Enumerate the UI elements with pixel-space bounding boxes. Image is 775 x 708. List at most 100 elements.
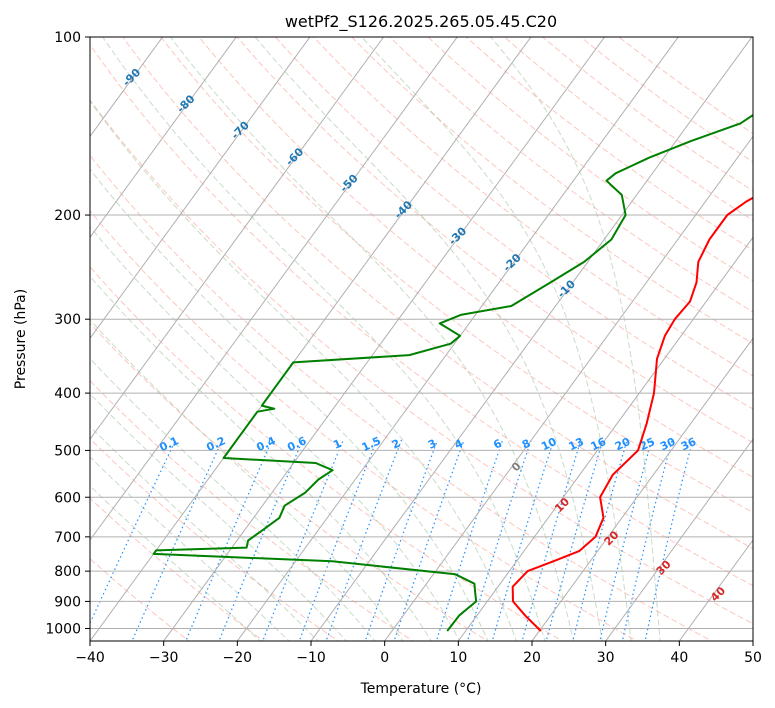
dry-adiabat: [236, 37, 753, 444]
moist-adiabat: [102, 37, 546, 641]
moist-adiabat: [90, 275, 433, 641]
isotherm-label: -30: [446, 224, 469, 247]
y-tick-label: 100: [54, 30, 81, 46]
dry-adiabat: [503, 37, 753, 221]
moist-adiabat: [90, 226, 461, 641]
dry-adiabat: [351, 37, 753, 345]
mixing-ratio-label: 30: [658, 435, 678, 453]
x-tick-label: −10: [296, 650, 326, 666]
isotherm-10: [457, 236, 753, 641]
isotherm-label: -80: [174, 92, 197, 115]
dry-adiabat: [90, 210, 639, 641]
moist-adiabat: [90, 456, 290, 641]
mixing-ratio-line: [393, 439, 465, 641]
x-tick-label: 10: [449, 650, 467, 666]
dry-adiabat: [90, 154, 713, 641]
isotherm-40: [678, 539, 753, 641]
moist-adiabat: [490, 37, 661, 641]
mixing-ratio-line: [90, 439, 177, 625]
y-tick-label: 900: [54, 594, 81, 610]
dry-adiabat: [312, 37, 753, 377]
isotherm--80: [90, 37, 237, 239]
y-axis: 1000 900 800 700 600 500 400 300 200 100: [45, 30, 90, 637]
y-tick-label: 600: [54, 490, 81, 506]
isotherm--10: [310, 37, 753, 641]
x-tick-label: 50: [744, 650, 762, 666]
x-tick-label: 30: [597, 650, 615, 666]
y-tick-label: 700: [54, 530, 81, 546]
isotherm-label: -60: [283, 145, 306, 168]
y-axis-title: Pressure (hPa): [13, 289, 29, 389]
x-tick-label: −40: [75, 650, 105, 666]
wetbulb-label: 30: [654, 558, 674, 578]
moist-adiabat: [361, 37, 632, 641]
mixing-ratio-label: 16: [589, 435, 609, 453]
moist-adiabat: [90, 425, 319, 641]
mixing-ratio-label: 0.1: [158, 434, 181, 454]
isotherm--70: [90, 37, 311, 340]
mixing-ratio-line: [298, 439, 378, 641]
dry-adiabat: [122, 37, 753, 550]
mixing-ratio-line: [364, 439, 439, 641]
plot-area: -100-90-80-70-60-50-40-30-20-10 0.1 0.2 0.…: [90, 37, 753, 641]
dry-adiabat: [198, 37, 753, 478]
dry-adiabat: [274, 37, 753, 410]
isotherm--60: [90, 37, 385, 441]
mixing-ratio-line: [466, 439, 532, 641]
mixing-ratio-label: 10: [539, 435, 559, 453]
mixing-ratio-line: [218, 439, 304, 641]
dry-adiabat: [541, 37, 753, 192]
isotherm--50: [90, 37, 458, 541]
plot-frame: [89, 36, 754, 642]
moist-adiabat: [90, 319, 404, 641]
dry-adiabat: [427, 37, 753, 282]
x-axis-title: Temperature (°C): [360, 681, 482, 697]
isotherm-label: -40: [392, 198, 415, 221]
temperature-profile: [511, 196, 753, 632]
mixing-ratio-line: [545, 439, 604, 641]
mixing-ratio-label: 6: [491, 437, 504, 452]
wetbulb-label: 20: [602, 528, 622, 548]
isotherm-30: [605, 438, 753, 641]
dry-adiabat: [90, 43, 753, 587]
mixing-ratio-label: 36: [679, 435, 699, 453]
x-tick-label: 40: [670, 650, 688, 666]
x-tick-label: −30: [149, 650, 179, 666]
mixing-ratio-line: [491, 439, 555, 641]
isotherm--90: [90, 37, 164, 138]
moist-adiabat: [90, 393, 347, 641]
y-tick-label: 1000: [45, 621, 81, 637]
isotherm-20: [531, 337, 753, 641]
mixing-ratio-label: 1.5: [360, 434, 383, 454]
mixing-ratio-label: 0.6: [285, 434, 308, 454]
isotherm-label: -90: [120, 66, 143, 89]
x-tick-label: 0: [380, 650, 389, 666]
dry-adiabat: [160, 37, 753, 514]
y-tick-label: 200: [54, 208, 81, 224]
dry-adiabat: [465, 37, 753, 251]
grid: [90, 37, 753, 641]
dry-adiabat: [90, 322, 489, 641]
isotherm-0: [384, 135, 753, 641]
dry-adiabat: [389, 37, 753, 313]
y-tick-label: 400: [54, 386, 81, 402]
series-lines: [152, 113, 753, 632]
isotherm-label: -20: [500, 251, 523, 274]
dry-adiabat: [90, 497, 265, 641]
mixing-ratio-label: 13: [567, 435, 586, 453]
mixing-ratio-line: [131, 439, 223, 641]
isotherm--20: [236, 37, 679, 641]
moist-adiabat: [170, 37, 575, 641]
wetbulb-label: 10: [552, 495, 572, 515]
moist-adiabat: [90, 485, 261, 641]
mixing-ratio-label: 8: [520, 437, 532, 452]
mixing-ratio-line: [185, 439, 273, 641]
isotherm--30: [163, 37, 606, 641]
isotherm--40: [90, 37, 532, 641]
x-tick-label: 20: [523, 650, 541, 666]
mixing-ratio-label: 20: [613, 435, 633, 453]
y-tick-label: 300: [54, 312, 81, 328]
mixing-ratio-label: 0.4: [254, 434, 277, 454]
